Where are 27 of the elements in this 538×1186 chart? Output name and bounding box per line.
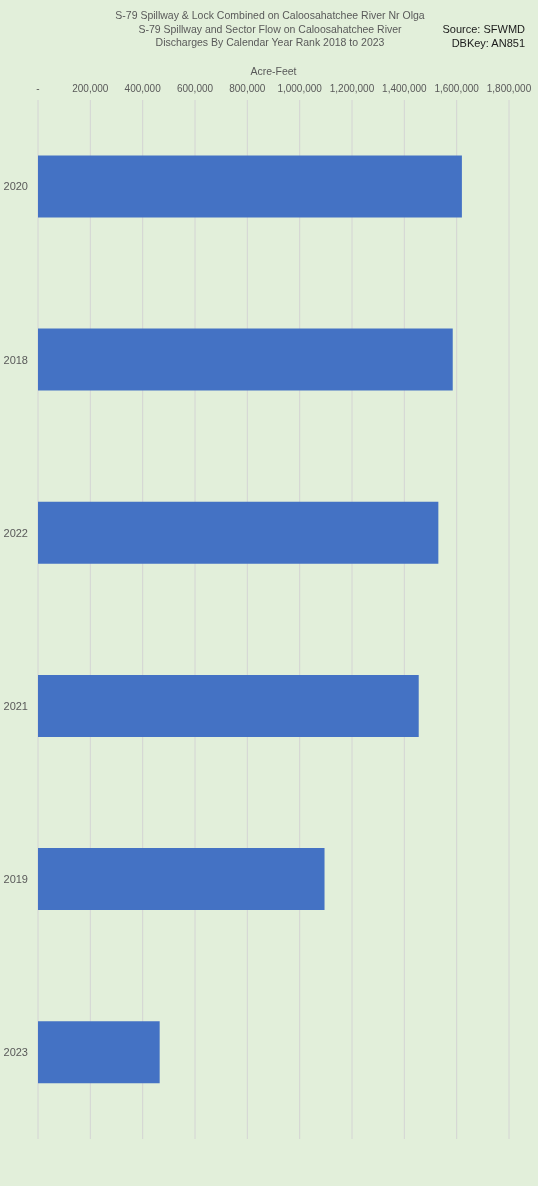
- x-tick-label: 200,000: [72, 83, 109, 94]
- x-tick-label: 600,000: [176, 83, 214, 94]
- text: DBKey: AN851: [450, 36, 525, 50]
- chart-subtitle: S-79 Spillway and Sector Flow on Caloosahatchee River Discharges By Calendar Year Rank 2018 to 2023: [138, 22, 402, 48]
- x-tick-label: -: [36, 83, 40, 94]
- chart-title: S-79 Spillway & Lock Combined on Caloosahatchee River Nr Olga: [114, 9, 426, 23]
- y-tick-label: 2019: [3, 873, 28, 886]
- bar: [38, 848, 325, 911]
- y-tick-label: 2023: [3, 1046, 28, 1059]
- x-tick-label: 800,000: [229, 83, 266, 94]
- bar: [38, 501, 439, 564]
- source-note: Source: SFWMD: [442, 23, 525, 37]
- x-tick-label: 1,200,000: [329, 83, 375, 94]
- y-tick-label: 2020: [3, 180, 28, 193]
- x-axis-title: Acre-Feet: [249, 65, 298, 77]
- bar: [38, 1021, 160, 1084]
- x-tick-label: 400,000: [124, 83, 162, 94]
- bar: [38, 674, 419, 737]
- x-tick-label: 1,400,000: [382, 83, 428, 94]
- x-tick-label: 1,800,000: [486, 83, 532, 94]
- x-tick-label: 1,600,000: [434, 83, 480, 94]
- bar: [38, 328, 453, 391]
- y-tick-label: 2018: [3, 353, 28, 366]
- bar: [38, 155, 462, 218]
- y-tick-label: 2021: [3, 699, 28, 712]
- y-tick-label: 2022: [3, 526, 28, 539]
- x-tick-label: 1,000,000: [277, 83, 323, 94]
